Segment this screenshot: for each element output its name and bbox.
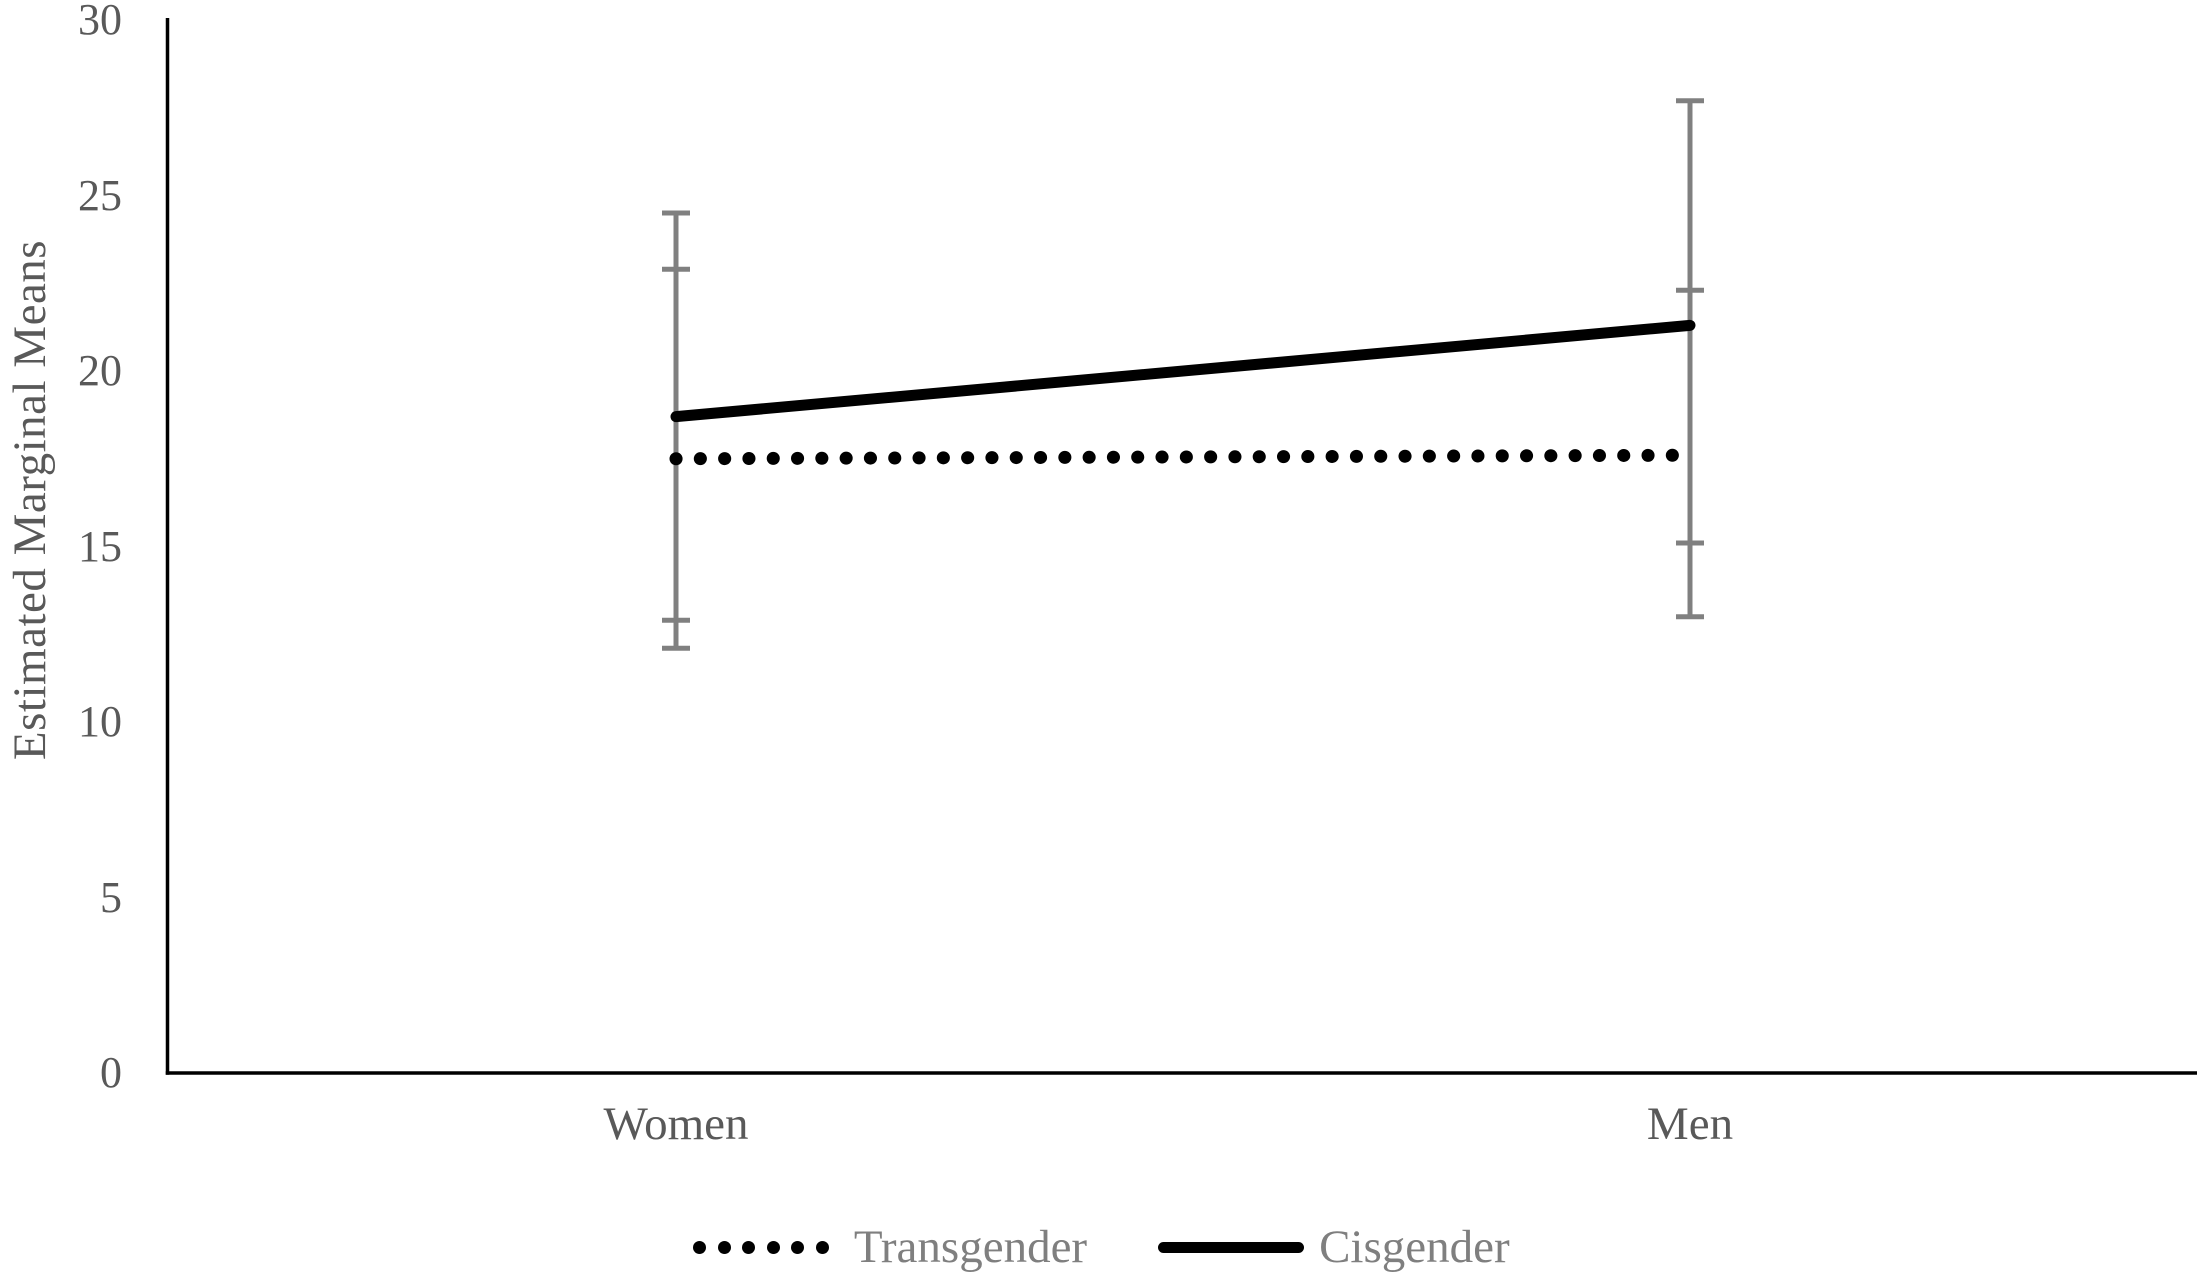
legend-label-cisgender: Cisgender xyxy=(1319,1221,1510,1273)
y-tick-label: 30 xyxy=(78,0,122,44)
y-tick-label: 20 xyxy=(78,346,122,395)
y-tick-label: 15 xyxy=(78,521,122,571)
legend-marker-dotted-line-icon xyxy=(693,1240,829,1254)
y-tick-label: 0 xyxy=(100,1048,122,1097)
legend-label-transgender: Transgender xyxy=(853,1221,1088,1273)
series-line-cisgender xyxy=(670,319,1696,423)
x-category-label: Women xyxy=(603,1098,749,1150)
y-tick-label: 10 xyxy=(78,697,122,746)
y-tick-label: 25 xyxy=(78,170,122,220)
x-category-label: Men xyxy=(1646,1098,1734,1150)
legend-marker-solid-line-icon xyxy=(1158,1241,1305,1253)
series-line-transgender xyxy=(669,448,1689,466)
y-tick-label: 5 xyxy=(100,872,122,922)
legend: Transgender Cisgender xyxy=(0,1212,2203,1280)
